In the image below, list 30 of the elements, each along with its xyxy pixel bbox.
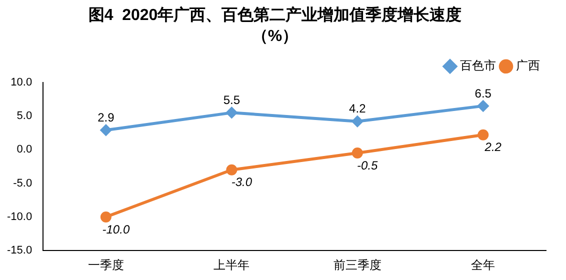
y-tick-label: 0.0 (16, 144, 32, 156)
chart-subtitle: （%） (252, 28, 298, 46)
x-tick-label: 上半年 (214, 258, 250, 272)
data-label: 2.2 (484, 140, 502, 154)
y-tick-label: -10.0 (6, 210, 32, 223)
data-label: -10.0 (102, 222, 130, 236)
chart-title: 图4 2020年广西、百色第二产业增加值季度增长速度 (88, 5, 462, 24)
point (478, 100, 489, 112)
point (352, 116, 363, 127)
y-tick-label: 5.0 (16, 110, 32, 122)
point (352, 148, 363, 159)
data-label: -3.0 (231, 175, 252, 190)
x-tick-label: 前三季度 (333, 258, 382, 272)
data-label: 2.9 (98, 110, 115, 124)
point (226, 107, 238, 118)
y-tick-label: 10.0 (10, 76, 32, 88)
point (100, 211, 112, 222)
x-tick-label: 全年 (471, 258, 496, 272)
point (226, 164, 238, 176)
data-label: 6.5 (474, 86, 492, 100)
data-label: 4.2 (349, 102, 366, 116)
point (478, 129, 489, 140)
y-tick-label: -5.0 (13, 177, 32, 190)
point (100, 124, 112, 136)
y-tick-label: -15.0 (6, 244, 32, 257)
legend-label: 广西 (516, 58, 540, 73)
legend-label: 百色市 (460, 58, 496, 73)
data-label: 5.5 (223, 92, 240, 107)
x-tick-label: 一季度 (88, 258, 124, 272)
data-label: -0.5 (357, 158, 378, 172)
